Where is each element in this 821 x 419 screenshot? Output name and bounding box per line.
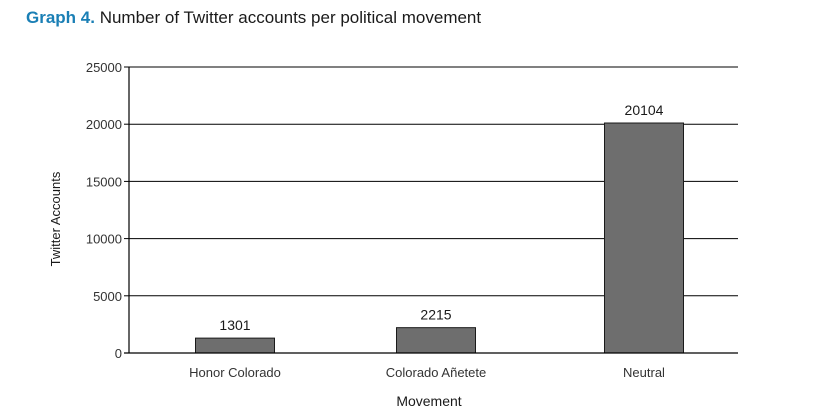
y-axis-title: Twitter Accounts [48, 171, 63, 266]
figure-label: Graph 4. [26, 8, 95, 27]
y-tick-label: 10000 [86, 232, 122, 247]
x-tick-labels: Honor Colorado Colorado Añetete Neutral [189, 365, 665, 380]
y-tick-labels: 0 5000 10000 15000 20000 25000 [86, 60, 122, 361]
y-tick-label: 15000 [86, 174, 122, 189]
bar [604, 122, 684, 354]
figure-caption: Number of Twitter accounts per political… [99, 8, 482, 27]
data-labels: 1301 2215 20104 [219, 102, 663, 333]
bar [396, 327, 476, 354]
data-label: 2215 [420, 307, 451, 323]
y-tick-label: 0 [115, 346, 122, 361]
bar [195, 337, 275, 354]
x-tick-label: Neutral [623, 365, 665, 380]
axes [124, 66, 738, 354]
data-label: 1301 [219, 317, 250, 333]
chart-title: Graph 4. Number of Twitter accounts per … [26, 8, 481, 28]
x-axis-title: Movement [396, 393, 461, 409]
y-tick-label: 20000 [86, 117, 122, 132]
y-tick-label: 25000 [86, 60, 122, 75]
x-tick-label: Honor Colorado [189, 365, 281, 380]
x-tick-label: Colorado Añetete [386, 365, 486, 380]
bars [195, 122, 684, 354]
y-tick-label: 5000 [93, 289, 122, 304]
data-label: 20104 [625, 102, 664, 118]
